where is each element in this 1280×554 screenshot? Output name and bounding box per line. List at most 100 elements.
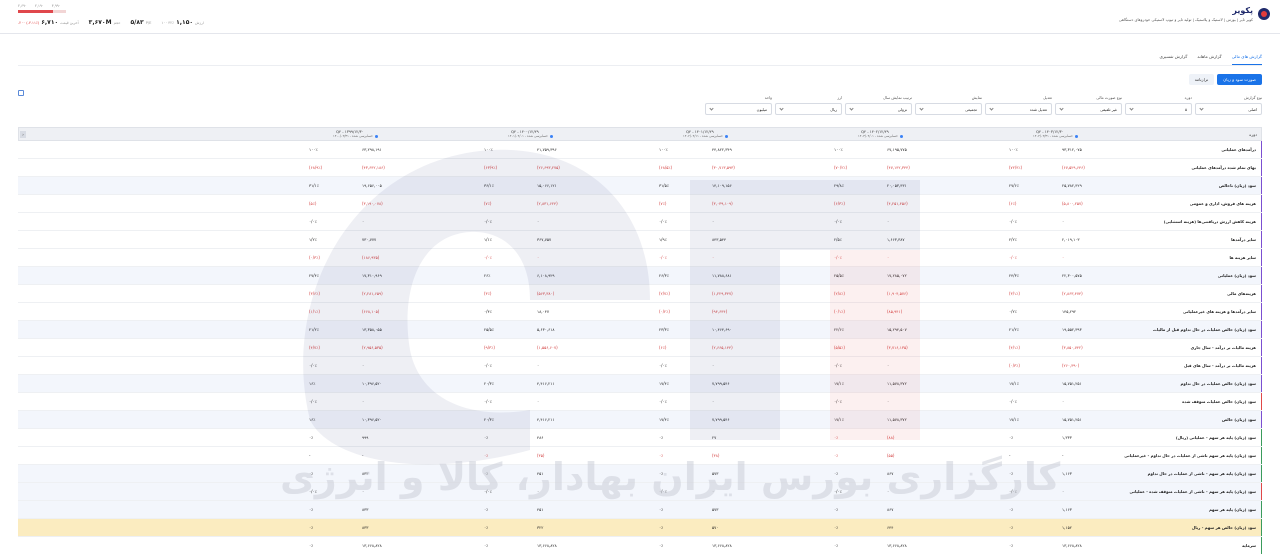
row-label: هزینه‌های مالی xyxy=(1227,291,1256,296)
table-row[interactable]: بهای تمام شده درآمدهای عملیاتی (۶۷,۵۲۹,۶۴… xyxy=(18,159,1262,177)
cell-percent: ۰٪ xyxy=(1009,543,1014,548)
cell-percent: ۰/۰٪ xyxy=(484,489,492,494)
stat-value: ۳,۶۷۰M xyxy=(88,19,112,26)
table-row[interactable]: سود (زیان) ناخالص ۲۵,۷۸۲,۴۲۹ ۲۷/۶٪ ۲۰,۰۵۳,۴… xyxy=(18,177,1262,195)
filter-select[interactable]: ریال xyxy=(775,103,842,115)
cell-value: ۰ xyxy=(712,399,715,404)
table-row[interactable]: سرمایه ۱۳,۶۶۸,۸۲۸ ۰٪ ۱۳,۶۶۸,۸۲۸ ۰٪ ۱۳,۶۶۸,۸۲۸… xyxy=(18,537,1262,554)
cell-percent: ۲۴/۳٪ xyxy=(1009,273,1019,278)
cell-value: ۶۳,۲۹۸,۱۹۱ xyxy=(362,147,382,152)
cell-value: ۳۶۷,۷۵۷ xyxy=(537,237,552,242)
cell-value: (۸۸) xyxy=(887,435,895,440)
row-label: سود (زیان) پایه هر سهم xyxy=(1208,507,1256,512)
cell-value: ۰ xyxy=(712,255,715,260)
cell-percent: ۱۰۰٪ xyxy=(834,147,843,152)
tab-0[interactable]: گزارش های مالی xyxy=(1231,54,1262,65)
table-row[interactable]: سود (زیان) خالص ۱۵,۷۵۱,۲۵۱ ۱۷/۱٪ ۱۱,۵۷۸,۳۷۲… xyxy=(18,411,1262,429)
table-row[interactable]: هزینه مالیات بر درآمد - سال جاری (۳,۸۵۰,۷… xyxy=(18,339,1262,357)
table-row[interactable]: سایر درآمدها ۲,۰۱۹,۱۰۳ ۲/۲٪ ۱,۶۶۳,۳۸۷ ۲/۵٪ ۸۴… xyxy=(18,231,1262,249)
table-row[interactable]: سایر درآمدها و هزینه های غیرعملیاتی ۱۴۵,۲… xyxy=(18,303,1262,321)
cell-value: ۱,۱۶۳ xyxy=(1062,471,1072,476)
scroll-left-icon[interactable]: ‹ xyxy=(20,131,26,138)
cell-percent: (۲/۸٪) xyxy=(834,291,845,296)
filter-select[interactable]: میلیون xyxy=(705,103,772,115)
table-row[interactable]: هزینه کاهش ارزش دریافتنی‌ها (هزینه استثن… xyxy=(18,213,1262,231)
table-row[interactable]: سود (زیان) پایه هر سهم - ناشی از عملیات … xyxy=(18,483,1262,501)
cell-value: ۰ xyxy=(537,255,540,260)
table-row[interactable]: سود (زیان) پایه هر سهم ۱,۱۶۳ ۰٪ ۸۶۷ ۰٪ ۵۷۳ ۰٪ ۴… xyxy=(18,501,1262,519)
cell-value: ۰ xyxy=(887,399,890,404)
row-marker xyxy=(1260,519,1262,536)
cell-percent: - xyxy=(309,453,311,458)
cell-percent: ۲۶٪ xyxy=(484,273,491,278)
cell-percent: ۱۷/۱٪ xyxy=(834,381,844,386)
cell-percent: ۰/۰٪ xyxy=(1009,399,1017,404)
cell-value: ۷,۷۹۹,۵۴۶ xyxy=(712,381,730,386)
cell-value: ۶۷,۱۹۵,۷۷۵ xyxy=(887,147,907,152)
tab-1[interactable]: گزارش ماهانه xyxy=(1197,54,1222,59)
cell-value: ۰ xyxy=(1062,489,1065,494)
balance-sheet-button[interactable]: ترازنامه xyxy=(1188,74,1215,85)
row-marker xyxy=(1260,303,1262,320)
stat-value: ۶,۷۱۰ xyxy=(41,19,59,26)
filter-value: نزولی xyxy=(897,106,907,112)
cell-value: ۲۷ xyxy=(712,435,717,440)
table-row[interactable]: سود (زیان) خالص هر سهم - ریال ۱,۱۵۲ ۰٪ ۶۴۴ ۰… xyxy=(18,519,1262,537)
cell-percent: ۰٪ xyxy=(309,507,314,512)
cell-percent: ۰/۰٪ xyxy=(834,219,842,224)
cell-value: - xyxy=(362,453,364,458)
cell-percent: - xyxy=(1009,453,1011,458)
cell-value: ۶۴۴ xyxy=(887,525,894,530)
row-label: هزینه های فروش، اداری و عمومی xyxy=(1189,201,1256,206)
table-row[interactable]: هزینه های فروش، اداری و عمومی (۵,۸۰۰,۲۵۷)… xyxy=(18,195,1262,213)
cell-percent: ۰/۰٪ xyxy=(484,363,492,368)
filter-select[interactable]: تجمیعی xyxy=(915,103,982,115)
cell-percent: (۷٪) xyxy=(484,201,492,206)
tab-2[interactable]: گزارش تفسیری xyxy=(1159,54,1188,59)
table-row[interactable]: سود (زیان) عملیاتی ۲۲,۳۰۰,۵۷۵ ۲۴/۳٪ ۱۷,۲۸۵,… xyxy=(18,267,1262,285)
table-row[interactable]: هزینه‌های مالی (۲,۸۶۳,۴۷۴) (۳/۱٪) (۱,۹۰۴,۵۷… xyxy=(18,285,1262,303)
filter-select[interactable]: اصلی xyxy=(1195,103,1262,115)
cell-percent: ۲۷/۴٪ xyxy=(309,273,319,278)
filter-select[interactable]: ۵ xyxy=(1125,103,1192,115)
table-row[interactable]: سود (زیان) خالص عملیات در حال تداوم ۱۵,۷۵… xyxy=(18,375,1262,393)
table-row[interactable]: سود (زیان) پایه هر سهم ناشی از عملیات در… xyxy=(18,447,1262,465)
cell-percent: ۱۷/۴٪ xyxy=(659,381,669,386)
cell-percent: ۰/۰٪ xyxy=(659,219,667,224)
cell-percent: ۲۱/۲٪ xyxy=(309,327,319,332)
row-label: سود (زیان) عملیاتی xyxy=(1217,273,1256,278)
chevron-down-icon xyxy=(1059,106,1064,111)
cell-percent: ۲۳/۳٪ xyxy=(659,327,669,332)
cell-value: ۲۵,۷۸۲,۴۲۹ xyxy=(1062,183,1082,188)
table-row[interactable]: هزینه مالیات بر درآمد - سال های قبل (۲۶۰,… xyxy=(18,357,1262,375)
income-statement-button[interactable]: صورت سود و زیان xyxy=(1217,74,1262,85)
row-marker xyxy=(1260,267,1262,284)
cell-percent: (۶۸/۹٪) xyxy=(309,165,323,170)
cell-percent: ۰٪ xyxy=(484,543,489,548)
filter-select[interactable]: تعدیل شده xyxy=(985,103,1052,115)
table-row[interactable]: سود (زیان) خالص عملیات در حال تداوم قبل … xyxy=(18,321,1262,339)
filter-select[interactable]: غیر تلفیقی xyxy=(1055,103,1122,115)
row-label: سود (زیان) خالص عملیات در حال تداوم xyxy=(1180,381,1256,386)
filter-select[interactable]: نزولی xyxy=(845,103,912,115)
table-row[interactable]: درآمدهای عملیاتی ۹۳,۳۱۲,۰۷۵ ۱۰۰٪ ۶۷,۱۹۵,۷۷۵… xyxy=(18,141,1262,159)
cell-percent: (۶۸/۵٪) xyxy=(659,165,673,170)
panel-toggle-icon[interactable] xyxy=(18,90,24,96)
table-row[interactable]: سود (زیان) پایه هر سهم - ناشی از عملیات … xyxy=(18,465,1262,483)
filters-bar: نوع گزارش اصلی دوره ۵ نوع صورت مالی غیر تلفیق… xyxy=(705,95,1262,115)
column-date: Q۴ - ۱۴۰۲/۱۲/۲۹ xyxy=(861,129,889,134)
cell-value: ۱۰,۴۶۴,۶۹۰ xyxy=(712,327,732,332)
row-marker xyxy=(1260,195,1262,212)
table-row[interactable]: سایر هزینه ها ۰ ۰/۰٪ ۰ ۰/۰٪ ۰ ۰/۰٪ ۰ ۰/۰٪ (۱۸۶,۹۳… xyxy=(18,249,1262,267)
cell-percent: ۱/۱٪ xyxy=(484,237,492,242)
cell-percent: ۰/۴٪ xyxy=(484,309,492,314)
cell-value: ۳۲۲ xyxy=(537,525,544,530)
cell-percent: (۳/۱٪) xyxy=(1009,291,1020,296)
row-label: هزینه کاهش ارزش دریافتنی‌ها (هزینه استثن… xyxy=(1163,219,1256,224)
stat-item: آخرین قیمت ۶,۷۱۰ (۳.۱۱٪-) ۲۰۰- xyxy=(18,19,79,26)
filter-label: نوع صورت مالی xyxy=(1096,95,1122,100)
cell-percent: ۰٪ xyxy=(834,471,839,476)
table-row[interactable]: سود (زیان) پایه هر سهم - عملیاتی (ریال) ۱… xyxy=(18,429,1262,447)
table-row[interactable]: سود (زیان) خالص عملیات متوقف شده ۰ ۰/۰٪ ۰ ۰/… xyxy=(18,393,1262,411)
chevron-down-icon xyxy=(849,106,854,111)
